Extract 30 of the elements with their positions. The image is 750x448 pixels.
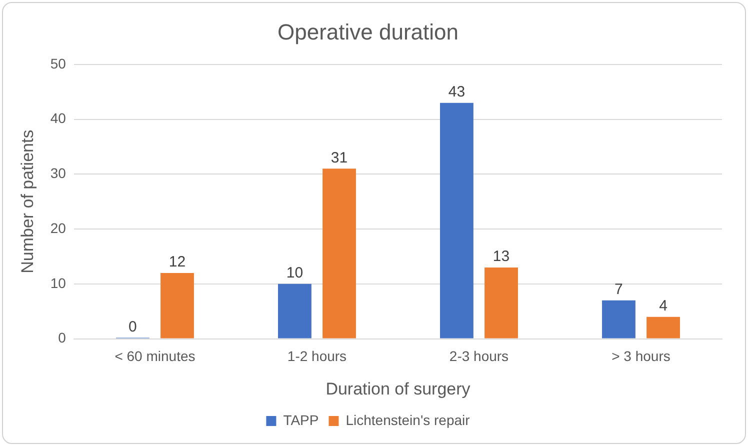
y-tick-label: 10 — [50, 274, 66, 291]
data-label: 0 — [128, 318, 137, 336]
bar — [160, 272, 194, 338]
data-label: 10 — [286, 264, 304, 282]
y-tick-label: 30 — [50, 165, 66, 182]
bar — [484, 267, 518, 338]
y-tick-label: 40 — [50, 110, 66, 126]
bar — [602, 300, 636, 338]
x-axis-title: Duration of surgery — [326, 379, 471, 398]
bar — [646, 316, 680, 338]
x-tick-label: > 3 hours — [612, 348, 670, 364]
data-label: 43 — [448, 83, 466, 100]
data-label: 12 — [168, 254, 186, 271]
data-label: 31 — [330, 149, 348, 166]
data-label: 4 — [659, 297, 668, 314]
data-label: 13 — [492, 248, 510, 266]
legend-label: TAPP — [283, 412, 319, 428]
bar — [440, 102, 474, 338]
y-tick-label: 20 — [50, 220, 66, 236]
data-label: 7 — [614, 281, 623, 298]
x-tick-label: 1-2 hours — [287, 348, 347, 364]
x-tick-label: < 60 minutes — [114, 348, 196, 364]
y-axis-title: Number of patients — [18, 130, 37, 274]
bar — [322, 168, 356, 338]
y-tick-label: 0 — [58, 330, 66, 346]
legend-label: Lichtenstein's repair — [346, 412, 470, 428]
bar — [278, 284, 312, 338]
x-tick-label: 2-3 hours — [449, 348, 509, 364]
chart-title: Operative duration — [278, 19, 458, 44]
y-tick-label: 50 — [50, 55, 66, 72]
